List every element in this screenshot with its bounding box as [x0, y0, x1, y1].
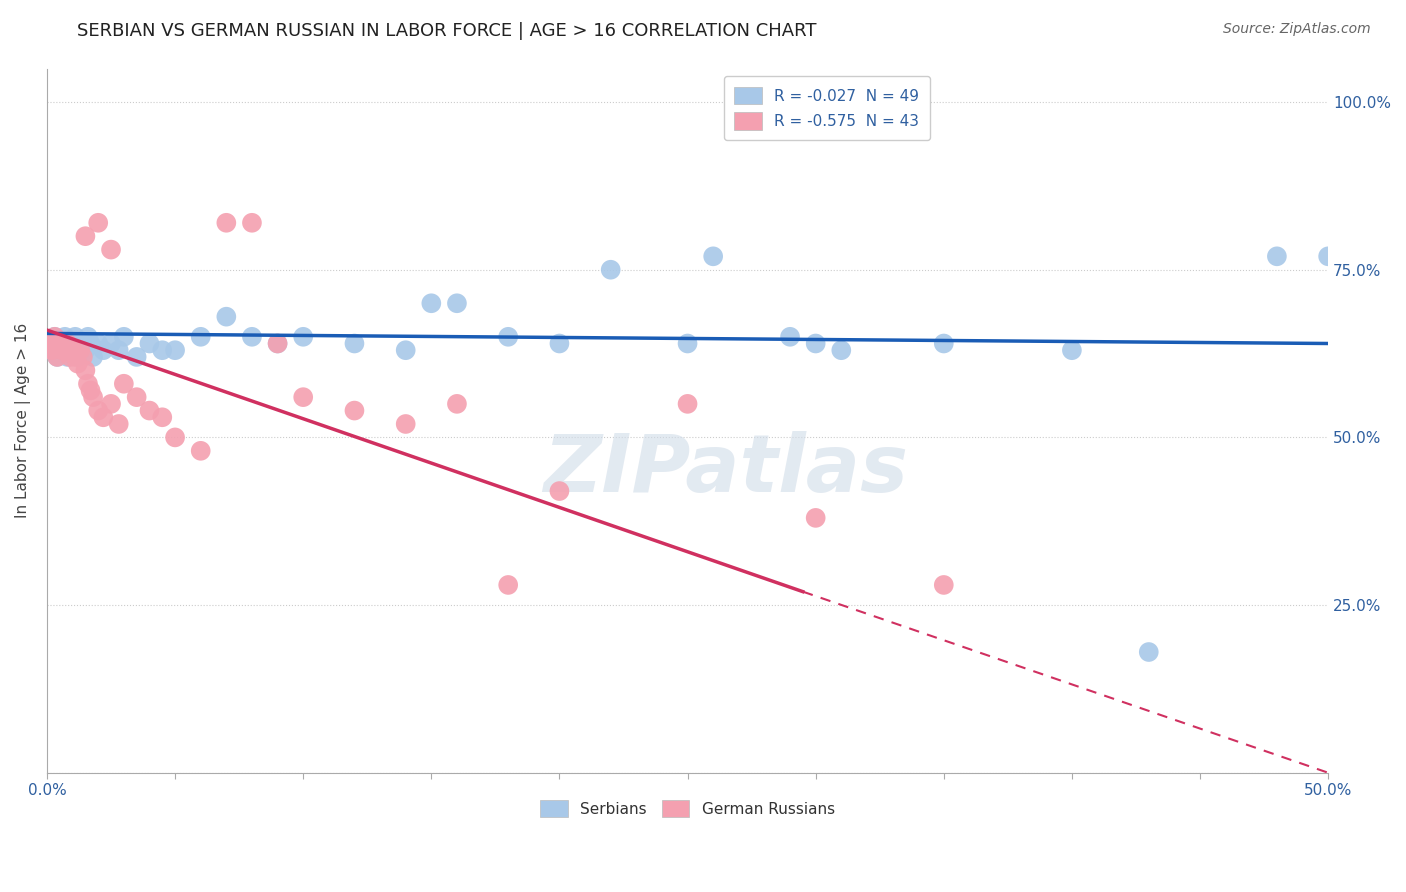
Point: [63, 350, 86, 364]
Point: [49, 336, 72, 351]
Text: ZIPatlas: ZIPatlas: [544, 431, 908, 509]
Point: [343, 403, 366, 417]
Point: [804, 511, 827, 525]
Point: [932, 336, 955, 351]
Point: [190, 443, 212, 458]
Point: [107, 417, 129, 431]
Point: [41, 343, 63, 358]
Point: [1060, 343, 1083, 358]
Point: [41, 343, 63, 358]
Point: [676, 397, 699, 411]
Point: [56, 350, 79, 364]
Point: [395, 417, 418, 431]
Point: [1137, 645, 1160, 659]
Point: [44, 330, 66, 344]
Point: [446, 296, 468, 310]
Point: [66, 350, 89, 364]
Point: [100, 243, 122, 257]
Point: [548, 484, 571, 499]
Point: [72, 343, 94, 358]
Point: [496, 330, 519, 344]
Point: [190, 330, 212, 344]
Point: [44, 330, 66, 344]
Point: [496, 578, 519, 592]
Point: [69, 336, 91, 351]
Point: [66, 357, 89, 371]
Point: [82, 350, 104, 364]
Point: [125, 390, 148, 404]
Point: [77, 376, 100, 391]
Point: [266, 336, 288, 351]
Point: [266, 336, 288, 351]
Point: [112, 330, 135, 344]
Point: [138, 403, 160, 417]
Point: [38, 336, 60, 351]
Point: [53, 343, 76, 358]
Point: [1265, 249, 1288, 263]
Point: [63, 330, 86, 344]
Point: [150, 410, 173, 425]
Point: [150, 343, 173, 358]
Point: [215, 216, 238, 230]
Y-axis label: In Labor Force | Age > 16: In Labor Force | Age > 16: [15, 323, 31, 518]
Point: [446, 397, 468, 411]
Point: [46, 350, 69, 364]
Point: [240, 216, 263, 230]
Point: [676, 336, 699, 351]
Point: [59, 350, 82, 364]
Point: [93, 343, 115, 358]
Point: [53, 330, 76, 344]
Point: [87, 403, 110, 417]
Point: [62, 343, 84, 358]
Point: [292, 390, 315, 404]
Point: [100, 336, 122, 351]
Point: [932, 578, 955, 592]
Point: [46, 350, 69, 364]
Point: [51, 343, 73, 358]
Point: [343, 336, 366, 351]
Point: [69, 343, 91, 358]
Point: [107, 343, 129, 358]
Point: [75, 229, 97, 244]
Text: Source: ZipAtlas.com: Source: ZipAtlas.com: [1223, 22, 1371, 37]
Legend: Serbians, German Russians: Serbians, German Russians: [533, 792, 842, 825]
Point: [72, 350, 94, 364]
Point: [395, 343, 418, 358]
Point: [75, 343, 97, 358]
Point: [125, 350, 148, 364]
Point: [240, 330, 263, 344]
Point: [830, 343, 852, 358]
Point: [51, 343, 73, 358]
Point: [79, 384, 101, 398]
Point: [59, 336, 82, 351]
Point: [38, 336, 60, 351]
Point: [79, 336, 101, 351]
Point: [87, 216, 110, 230]
Point: [1317, 249, 1340, 263]
Point: [62, 343, 84, 358]
Point: [138, 336, 160, 351]
Point: [75, 363, 97, 377]
Point: [87, 336, 110, 351]
Point: [215, 310, 238, 324]
Point: [93, 410, 115, 425]
Text: SERBIAN VS GERMAN RUSSIAN IN LABOR FORCE | AGE > 16 CORRELATION CHART: SERBIAN VS GERMAN RUSSIAN IN LABOR FORCE…: [77, 22, 817, 40]
Point: [420, 296, 443, 310]
Point: [56, 336, 79, 351]
Point: [165, 430, 187, 444]
Point: [49, 336, 72, 351]
Point: [702, 249, 724, 263]
Point: [77, 330, 100, 344]
Point: [112, 376, 135, 391]
Point: [804, 336, 827, 351]
Point: [165, 343, 187, 358]
Point: [548, 336, 571, 351]
Point: [82, 390, 104, 404]
Point: [779, 330, 801, 344]
Point: [599, 262, 621, 277]
Point: [292, 330, 315, 344]
Point: [100, 397, 122, 411]
